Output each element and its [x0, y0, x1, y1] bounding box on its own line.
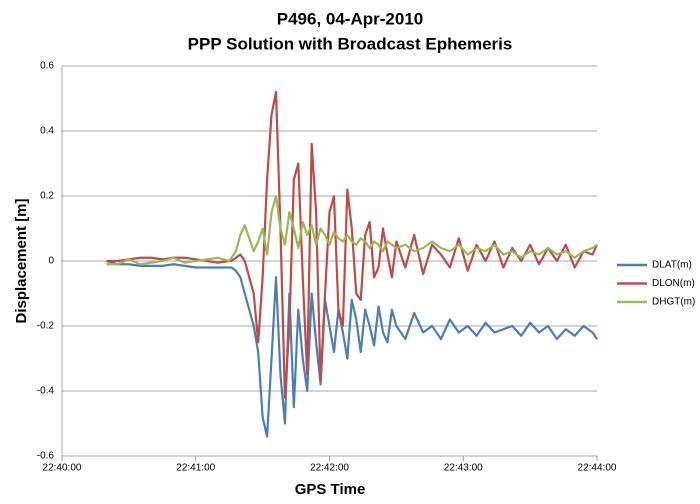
chart-subtitle: PPP Solution with Broadcast Ephemeris: [188, 34, 513, 53]
legend-label: DLON(m): [652, 278, 695, 289]
legend-label: DLAT(m): [652, 260, 692, 271]
y-tick-label: 0.2: [40, 191, 54, 202]
series-line: [106, 194, 598, 266]
x-tick-label: 22:40:00: [43, 463, 82, 474]
y-tick-label: 0.4: [40, 126, 54, 137]
series-line: [106, 90, 599, 399]
x-tick-label: 22:41:00: [176, 463, 215, 474]
y-tick-label: 0: [48, 256, 54, 267]
x-tick-label: 22:43:00: [444, 463, 483, 474]
x-tick-label: 22:44:00: [578, 463, 617, 474]
y-axis-label: Displacement [m]: [13, 198, 30, 323]
y-tick-label: -0.6: [37, 451, 55, 462]
y-tick-label: -0.4: [37, 386, 55, 397]
legend-label: DHGT(m): [652, 297, 695, 308]
x-axis-label: GPS Time: [295, 481, 366, 498]
x-tick-label: 22:42:00: [310, 463, 349, 474]
chart-title: P496, 04-Apr-2010: [277, 9, 423, 28]
y-tick-label: 0.6: [40, 61, 54, 72]
y-tick-label: -0.2: [37, 321, 55, 332]
